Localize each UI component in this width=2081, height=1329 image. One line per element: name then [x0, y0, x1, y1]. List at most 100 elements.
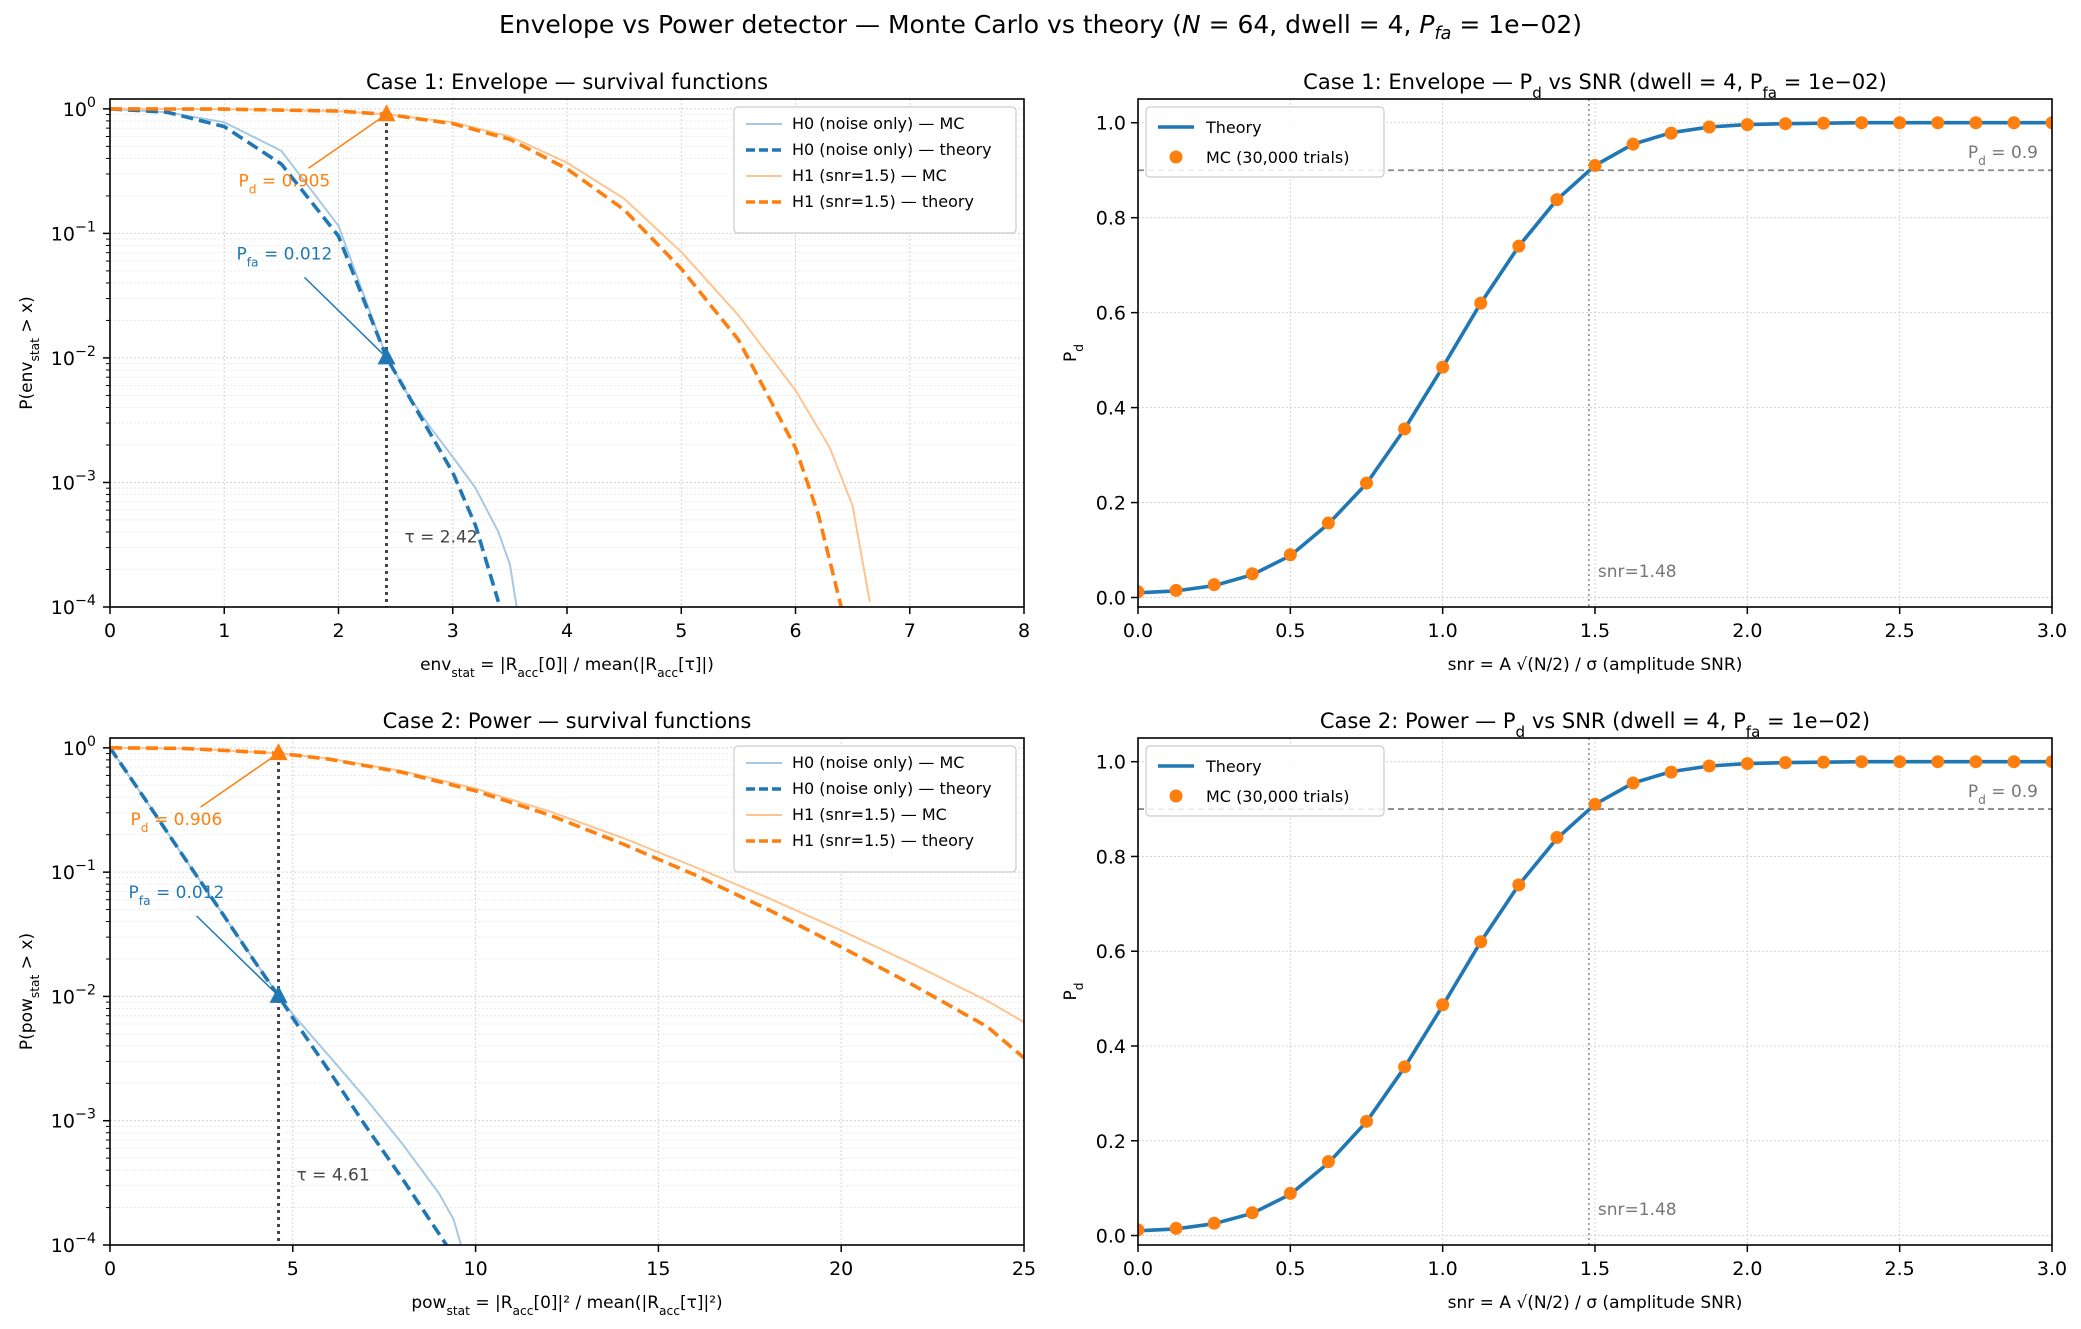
y-tick-label: 0.8 — [1096, 208, 1126, 230]
mc-point — [2007, 116, 2021, 130]
x-tick-label: 20 — [829, 1258, 853, 1280]
pfa-marker — [377, 347, 396, 365]
panel-case1_pd: Pd = 0.9 snr=1.48 0.0 0.5 1.0 1.5 2.0 2.5 3.0 0.0… — [1061, 70, 2067, 675]
mc-point — [1474, 935, 1488, 949]
mc-point — [1360, 476, 1373, 490]
mc-point — [1588, 158, 1602, 172]
pd-annotation: Pd = 0.906 — [131, 810, 223, 835]
x-tick-label: 5 — [287, 1258, 299, 1280]
y-tick-label: 10−3 — [51, 1107, 96, 1133]
series-line — [110, 746, 1024, 1060]
x-tick-label: 7 — [904, 620, 916, 642]
panel-case2_pd: Pd = 0.9 snr=1.48 0.0 0.5 1.0 1.5 2.0 2.5 3.0 0.0… — [1061, 709, 2067, 1313]
mc-point — [1169, 583, 1183, 597]
mc-point — [1931, 116, 1945, 130]
threshold-label: τ = 4.61 — [297, 1166, 370, 1186]
mc-point — [1931, 755, 1945, 769]
theory-curve — [1138, 759, 2052, 1233]
x-tick-label: 0.0 — [1123, 1258, 1153, 1280]
pfa-annotation: Pfa = 0.012 — [129, 883, 225, 908]
mc-point — [1512, 878, 1526, 892]
theory-curve — [1138, 120, 2052, 595]
figure-suptitle: Envelope vs Power detector — Monte Carlo… — [498, 10, 1583, 44]
x-tick-label: 2.5 — [1885, 1258, 1915, 1280]
legend-label: H0 (noise only) — MC — [792, 753, 964, 772]
mc-point — [1778, 117, 1792, 131]
pd-threshold-label: Pd = 0.9 — [1968, 782, 2038, 807]
legend-label: Theory — [1205, 118, 1262, 137]
mc-point — [1817, 116, 1830, 130]
legend-label: H0 (noise only) — MC — [792, 114, 964, 133]
y-tick-label: 10−2 — [51, 982, 96, 1008]
mc-point — [1436, 998, 1450, 1012]
y-axis-label: P(powstat > x) — [17, 933, 42, 1050]
x-tick-label: 2.5 — [1885, 620, 1915, 642]
mc-point — [1169, 1221, 1183, 1235]
y-tick-label: 1.0 — [1096, 752, 1126, 774]
pfa-annotation: Pfa = 0.012 — [236, 244, 332, 269]
series-line — [110, 107, 843, 607]
y-tick-label: 10−4 — [51, 1231, 96, 1257]
snr-label: snr=1.48 — [1598, 562, 1677, 582]
legend-box — [733, 745, 1017, 873]
x-tick-label: 15 — [646, 1258, 670, 1280]
y-tick-label: 100 — [63, 95, 96, 121]
legend-label: H1 (snr=1.5) — MC — [792, 805, 947, 824]
legend-label: H1 (snr=1.5) — theory — [792, 831, 974, 850]
panel-title: Case 1: Envelope — Pd vs SNR (dwell = 4,… — [1303, 70, 1887, 102]
x-tick-label: 3.0 — [2037, 1258, 2067, 1280]
y-tick-label: 10−3 — [51, 468, 96, 494]
pd-annotation: Pd = 0.905 — [238, 171, 330, 196]
mc-point — [1969, 116, 1983, 130]
series-line — [110, 107, 501, 603]
series-line — [110, 746, 1024, 1024]
legend-label: H1 (snr=1.5) — MC — [792, 166, 947, 185]
mc-point — [1138, 1223, 1145, 1237]
axes-frame — [109, 737, 1025, 1246]
pfa-arrow — [303, 276, 388, 358]
x-tick-label: 0.5 — [1275, 1258, 1305, 1280]
x-tick-label: 0.5 — [1275, 620, 1305, 642]
x-axis-label: envstat = |Racc[0]| / mean(|Racc[τ]|) — [420, 655, 714, 680]
y-tick-label: 10−2 — [51, 344, 96, 370]
y-tick-label: 10−1 — [51, 219, 96, 245]
legend-label: MC (30,000 trials) — [1206, 148, 1350, 167]
y-axis-label: Pd — [1061, 344, 1086, 362]
mc-point — [1398, 1060, 1412, 1074]
mc-point — [2045, 755, 2052, 769]
x-tick-label: 3.0 — [2037, 620, 2067, 642]
plot-area — [1138, 738, 2052, 1245]
mc-point — [1740, 118, 1754, 132]
legend-box — [1145, 106, 1385, 178]
mc-point — [1550, 831, 1564, 845]
legend-swatch — [1169, 150, 1183, 164]
mc-point — [1664, 126, 1678, 140]
y-tick-label: 0.6 — [1096, 941, 1126, 963]
x-tick-label: 3 — [447, 620, 459, 642]
legend-box — [733, 106, 1017, 234]
mc-point — [1245, 1206, 1259, 1220]
mc-point — [1550, 193, 1564, 207]
x-tick-label: 0 — [104, 1258, 116, 1280]
y-tick-label: 0.4 — [1096, 398, 1126, 420]
x-tick-label: 10 — [464, 1258, 488, 1280]
x-axis-label: powstat = |Racc[0]|² / mean(|Racc[τ]|²) — [411, 1293, 722, 1318]
mc-point — [2007, 755, 2021, 769]
x-tick-label: 1.0 — [1428, 620, 1458, 642]
y-tick-label: 10−1 — [51, 858, 96, 884]
mc-point — [1474, 296, 1488, 310]
legend: Theory MC (30,000 trials) — [1145, 745, 1385, 817]
y-tick-label: 0.8 — [1096, 846, 1126, 868]
x-tick-label: 5 — [675, 620, 687, 642]
mc-point — [1207, 578, 1221, 592]
mc-point — [1138, 585, 1145, 599]
y-tick-label: 0.6 — [1096, 303, 1126, 325]
legend-label: H0 (noise only) — theory — [792, 779, 992, 798]
legend-label: H1 (snr=1.5) — theory — [792, 192, 974, 211]
legend-box — [1145, 745, 1385, 817]
mc-point — [1321, 516, 1335, 530]
pd-threshold-label: Pd = 0.9 — [1968, 143, 2038, 168]
y-tick-label: 10−4 — [51, 593, 96, 619]
